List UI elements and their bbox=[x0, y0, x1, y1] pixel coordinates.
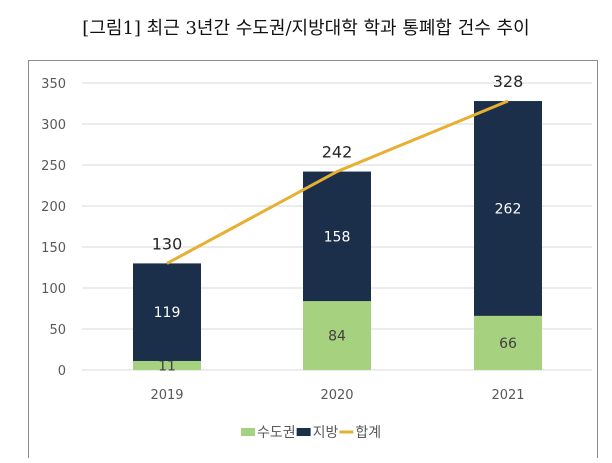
y-tick-label: 300 bbox=[41, 118, 66, 133]
data-label: 11 bbox=[158, 358, 176, 374]
bar-지방 bbox=[303, 171, 371, 302]
bar-수도권 bbox=[133, 360, 201, 370]
x-tick-label: 2021 bbox=[491, 388, 524, 403]
total-label: 242 bbox=[322, 143, 353, 162]
chart-frame bbox=[28, 60, 598, 458]
y-tick-label: 150 bbox=[41, 241, 66, 256]
total-label: 328 bbox=[493, 72, 524, 91]
legend-swatch bbox=[241, 428, 255, 436]
data-label: 262 bbox=[495, 201, 522, 217]
legend-label: 수도권 bbox=[257, 425, 296, 441]
data-label: 66 bbox=[499, 336, 517, 352]
legend-swatch bbox=[296, 428, 311, 436]
y-tick-label: 0 bbox=[58, 364, 66, 379]
x-tick-label: 2020 bbox=[320, 388, 353, 403]
y-tick-label: 350 bbox=[41, 77, 66, 92]
bar-수도권 bbox=[474, 315, 542, 370]
bar-지방 bbox=[474, 101, 542, 316]
total-label: 130 bbox=[152, 234, 183, 253]
y-tick-label: 50 bbox=[49, 323, 66, 338]
y-tick-label: 100 bbox=[41, 282, 66, 297]
bar-수도권 bbox=[303, 301, 371, 370]
total-line bbox=[166, 99, 509, 265]
y-tick-label: 250 bbox=[41, 159, 66, 174]
legend-label: 합계 bbox=[355, 425, 381, 441]
bar-지방 bbox=[133, 263, 201, 361]
data-label: 84 bbox=[328, 329, 346, 345]
x-tick-label: 2019 bbox=[150, 388, 183, 403]
data-label: 119 bbox=[154, 305, 181, 321]
chart-title: [그림1] 최근 3년간 수도권/지방대학 학과 통폐합 건수 추이 bbox=[82, 18, 530, 39]
legend-label: 지방 bbox=[313, 425, 339, 441]
y-tick-label: 200 bbox=[41, 200, 66, 215]
data-label: 158 bbox=[324, 229, 351, 245]
